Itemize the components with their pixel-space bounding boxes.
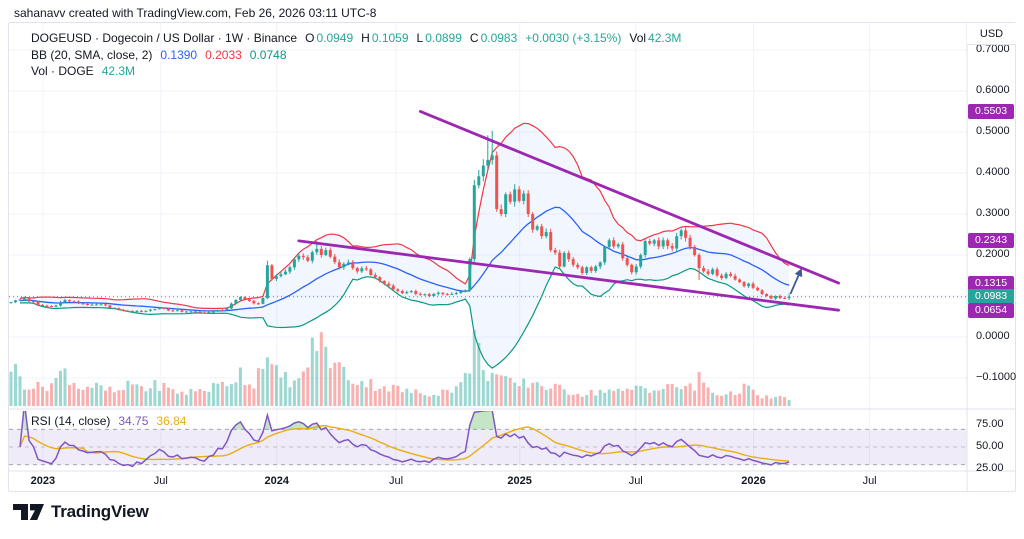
bollinger-bands <box>19 122 790 369</box>
ohlc-close: C 0.0983 <box>469 31 518 45</box>
trendline-price-badge: 0.1315 <box>968 275 1014 291</box>
candles <box>9 130 791 314</box>
bb-upper-value: 0.2033 <box>205 48 242 62</box>
symbol-title[interactable]: DOGEUSD · Dogecoin / US Dollar · 1W · Bi… <box>31 31 298 45</box>
header-volume: Vol 42.3M <box>629 31 682 45</box>
time-axis-label: 2025 <box>507 475 532 487</box>
volume-legend[interactable]: Vol · DOGE 42.3M <box>31 64 135 79</box>
rsi-value: 34.75 <box>118 414 149 428</box>
time-axis-label: 2023 <box>30 475 56 487</box>
rsi-lines <box>19 411 790 468</box>
price-axis-label: 0.5000 <box>976 125 1010 137</box>
price-axis-label: 0.6000 <box>976 84 1010 97</box>
time-axis-label: Jul <box>628 475 643 487</box>
attribution-text: sahanavv created with TradingView.com, F… <box>14 6 377 20</box>
chart-panel: DOGEUSD · Dogecoin / US Dollar · 1W · Bi… <box>8 22 1016 492</box>
ohlc-high: H 0.1059 <box>361 31 409 45</box>
ohlc-low: L 0.0899 <box>416 31 462 45</box>
last-price-badge: 0.0983 <box>968 289 1014 305</box>
volume-bars <box>9 330 791 406</box>
rsi-ma-line <box>19 424 790 462</box>
tradingview-logo[interactable]: TradingView <box>13 502 149 522</box>
rsi-axis-label: 50.00 <box>976 440 1004 452</box>
tradingview-logo-text: TradingView <box>51 502 149 521</box>
price-axis-currency-label: USD <box>967 23 1016 45</box>
rsi-line <box>19 411 790 468</box>
bb-lower-value: 0.0748 <box>249 48 287 62</box>
trendline-price-badge: 0.5503 <box>968 103 1014 119</box>
rsi-ma-value: 36.84 <box>156 414 187 428</box>
time-axis-label: 2024 <box>264 475 290 487</box>
trendline-upper-resistance[interactable] <box>418 110 840 285</box>
trendline-lower-support[interactable] <box>297 239 840 312</box>
symbol-legend: DOGEUSD · Dogecoin / US Dollar · 1W · Bi… <box>31 31 681 46</box>
time-axis-label: Jul <box>153 475 168 487</box>
price-axis-label: 0.0000 <box>976 330 1010 342</box>
trendline-price-badge: 0.2343 <box>968 233 1014 249</box>
price-axis-label: 0.7000 <box>976 43 1010 56</box>
price-axis-label: 0.4000 <box>976 166 1010 178</box>
pane-dividers <box>9 23 1015 491</box>
rsi-legend-label: RSI (14, close) <box>31 414 111 428</box>
bb-legend-label: BB (20, SMA, close, 2) <box>31 48 153 62</box>
rsi-legend[interactable]: RSI (14, close) 34.75 36.84 <box>31 414 186 429</box>
price-axis-label: 0.3000 <box>976 207 1010 219</box>
grid-lines <box>9 23 967 471</box>
rsi-axis-label: 25.00 <box>976 462 1004 474</box>
price-axis-label: −0.1000 <box>976 371 1017 383</box>
chart-canvas[interactable] <box>9 23 1015 491</box>
ohlc-open: O 0.0949 <box>305 31 354 45</box>
trendline-price-badge: 0.0654 <box>968 302 1014 318</box>
arrow-annotation[interactable] <box>789 268 803 295</box>
volume-legend-label: Vol · DOGE <box>31 64 94 78</box>
time-axis[interactable]: 2023 Jul 2024 Jul 2025 Jul 2026 Jul <box>9 471 965 491</box>
rsi-axis-label: 75.00 <box>976 418 1004 430</box>
price-change: +0.0030 (+3.15%) <box>525 31 622 45</box>
bb-basis-value: 0.1390 <box>160 48 198 62</box>
time-axis-label: Jul <box>862 475 877 487</box>
price-axis[interactable]: 0.7000 0.6000 0.5000 0.4000 0.3000 0.2000 0.00… <box>967 43 1017 474</box>
time-axis-label: Jul <box>388 475 404 487</box>
time-axis-label: 2026 <box>741 475 766 487</box>
volume-value: 42.3M <box>101 64 136 78</box>
tradingview-logo-icon <box>13 504 44 520</box>
bb-legend[interactable]: BB (20, SMA, close, 2) 0.1390 0.2033 0.0… <box>31 48 287 63</box>
price-axis-label: 0.2000 <box>976 248 1010 260</box>
